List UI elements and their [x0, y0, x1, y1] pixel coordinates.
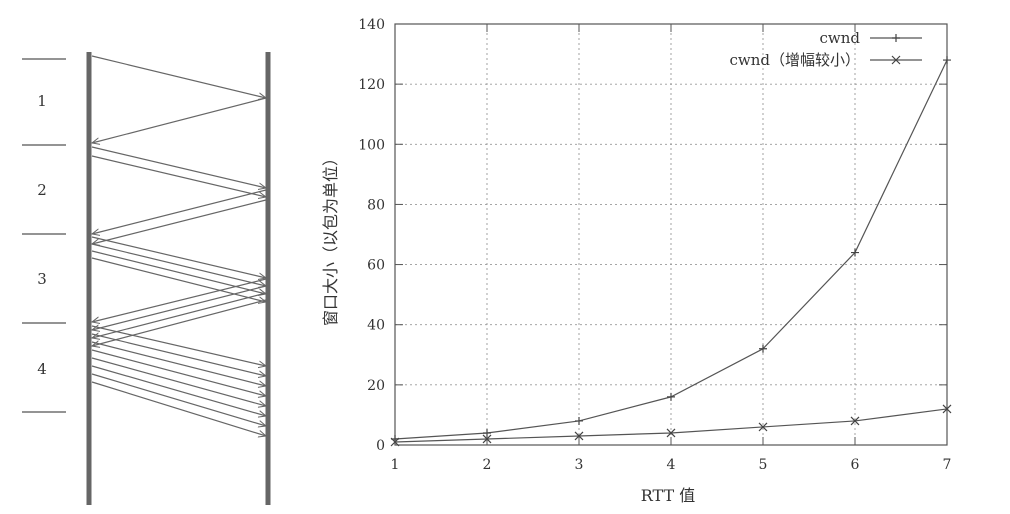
data-point-1-3	[575, 416, 583, 425]
packet-arrow-6	[92, 199, 267, 244]
packet-arrow-4	[91, 155, 266, 197]
packet-arrow-19	[91, 357, 266, 406]
timeline-diagram: 1 2 3 4	[22, 52, 271, 505]
data-point-2-1	[390, 437, 400, 447]
packet-arrow-11	[92, 278, 267, 322]
packet-arrow-13	[92, 292, 267, 338]
data-point-2-4	[666, 428, 676, 438]
y-tick-label: 120	[358, 77, 385, 93]
packet-arrow-10	[91, 257, 266, 302]
packet-arrow-14	[92, 299, 267, 346]
y-axis-label: 窗口大小（以包为单位）	[321, 150, 340, 326]
packet-arrow-15	[91, 325, 266, 366]
legend-marker-1	[892, 34, 900, 42]
legend-marker-2	[891, 55, 901, 65]
x-tick-label: 2	[483, 457, 492, 473]
round-label-3: 3	[37, 270, 47, 288]
data-point-1-7	[943, 56, 951, 65]
data-point-2-7	[942, 404, 952, 414]
y-tick-label: 140	[358, 17, 385, 33]
packet-arrow-7	[91, 236, 266, 278]
packet-arrow-17	[91, 341, 266, 386]
packet-arrow-16	[91, 333, 266, 376]
y-tick-label: 100	[358, 137, 385, 153]
x-tick-label: 5	[759, 457, 768, 473]
x-tick-label: 7	[943, 457, 952, 473]
data-point-1-5	[759, 344, 767, 353]
x-tick-label: 3	[575, 457, 584, 473]
data-point-1-2	[483, 428, 491, 437]
data-point-1-4	[667, 392, 675, 401]
legend-label-1: cwnd	[819, 29, 860, 47]
y-tick-label: 80	[367, 197, 385, 213]
round-label-4: 4	[37, 360, 47, 378]
packet-arrow-1	[91, 55, 266, 98]
y-tick-label: 0	[376, 438, 385, 454]
packet-arrow-12	[92, 285, 267, 330]
packet-arrow-21	[91, 373, 266, 426]
round-label-1: 1	[37, 92, 47, 110]
data-point-2-6	[850, 416, 860, 426]
packet-arrow-9	[91, 250, 266, 294]
y-tick-label: 20	[367, 378, 385, 394]
chart: 0 20 40 60 80 100 120 140 1 2 3 4 5 6 7 RTT 值 窗口大小（以包…	[321, 17, 951, 505]
packet-arrow-2	[92, 97, 267, 143]
y-tick-label: 60	[367, 258, 385, 274]
data-point-1-6	[851, 248, 859, 257]
round-label-2: 2	[37, 181, 47, 199]
packet-arrow-5	[92, 189, 267, 234]
x-tick-label: 6	[851, 457, 860, 473]
packet-arrow-22	[91, 381, 266, 436]
x-tick-label: 4	[667, 457, 676, 473]
packet-arrow-20	[91, 365, 266, 416]
x-axis-label: RTT 值	[641, 486, 696, 505]
packet-arrow-3	[91, 146, 266, 188]
data-point-2-5	[758, 422, 768, 432]
packet-arrow-18	[91, 349, 266, 396]
legend-label-2: cwnd（增幅较小）	[729, 51, 860, 69]
packet-arrow-8	[91, 243, 266, 286]
y-tick-label: 40	[367, 318, 385, 334]
x-tick-label: 1	[391, 457, 400, 473]
series-2	[390, 404, 952, 447]
data-point-2-2	[482, 434, 492, 444]
data-point-2-3	[574, 431, 584, 441]
